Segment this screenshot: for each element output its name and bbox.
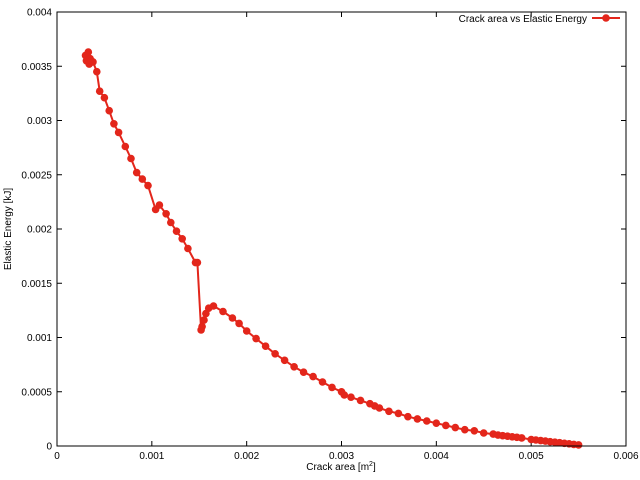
data-point	[461, 425, 469, 434]
data-point	[309, 372, 317, 381]
data-point	[178, 235, 186, 243]
x-axis-label-text: Crack area [m	[306, 462, 369, 473]
y-tick-label: 0.003	[27, 116, 52, 127]
series-layer	[81, 48, 583, 449]
data-point	[89, 58, 97, 66]
data-point	[121, 142, 130, 151]
data-point	[93, 67, 101, 76]
data-point	[375, 404, 384, 412]
data-point	[432, 419, 441, 428]
data-point	[198, 322, 206, 331]
x-tick-label: 0.006	[613, 451, 638, 462]
x-axis-label: Crack area [m2]	[306, 461, 376, 473]
y-tick-label: 0.001	[27, 333, 52, 344]
data-point	[261, 342, 270, 351]
legend-marker	[602, 14, 610, 22]
data-point	[155, 201, 164, 209]
axis-ticks: 0 0.001 0.002 0.003 0.004 0.005 0.006 0 0.0005 0.…	[21, 8, 639, 463]
y-tick-label: 0.004	[27, 8, 52, 19]
x-tick-label: 0.004	[424, 451, 449, 462]
y-tick-label: 0.002	[27, 225, 52, 236]
data-point	[479, 429, 488, 437]
data-point	[517, 434, 526, 442]
data-point	[105, 106, 113, 115]
y-axis-label: Elastic Energy [kJ]	[3, 188, 14, 270]
data-point	[252, 334, 260, 343]
data-point	[451, 423, 460, 432]
data-point	[228, 314, 237, 322]
data-point	[413, 415, 422, 423]
y-tick-label: 0.0025	[21, 170, 52, 181]
data-point	[209, 302, 218, 310]
data-point	[242, 327, 251, 335]
data-point	[167, 218, 175, 227]
data-point	[290, 363, 298, 371]
x-tick-label: 0.005	[519, 451, 544, 462]
data-point	[184, 244, 192, 253]
data-point	[340, 391, 349, 399]
data-point	[271, 350, 279, 358]
legend: Crack area vs Elastic Energy	[459, 14, 620, 25]
data-point	[138, 175, 147, 183]
x-tick-label: 0.001	[139, 451, 164, 462]
y-tick-label: 0	[46, 442, 52, 453]
data-point	[84, 48, 93, 56]
x-axis-label-suffix: ]	[373, 462, 376, 473]
plot-frame	[56, 11, 627, 447]
data-point	[404, 412, 412, 421]
data-point	[574, 441, 583, 449]
data-point	[114, 128, 123, 137]
data-point	[347, 393, 355, 402]
data-point	[132, 168, 141, 177]
data-point	[299, 368, 308, 377]
y-tick-label: 0.0035	[21, 62, 52, 73]
data-point	[318, 378, 327, 386]
y-tick-label: 0.0005	[21, 387, 52, 398]
x-tick-label: 0.003	[329, 451, 354, 462]
legend-label: Crack area vs Elastic Energy	[459, 14, 587, 25]
y-tick-label: 0.0015	[21, 279, 52, 290]
data-point	[356, 396, 365, 405]
data-point	[162, 210, 170, 218]
data-point	[442, 421, 450, 430]
data-point	[193, 258, 202, 267]
data-point	[172, 227, 181, 235]
data-point	[423, 417, 431, 425]
data-point	[280, 356, 289, 365]
data-point	[144, 181, 152, 190]
data-point	[394, 409, 403, 418]
x-tick-label: 0.002	[234, 451, 259, 462]
x-axis-label-superscript: 2	[369, 461, 373, 468]
data-point	[328, 383, 336, 392]
data-point	[95, 87, 104, 95]
x-tick-label: 0	[54, 451, 60, 462]
data-point	[385, 407, 393, 416]
data-point	[200, 316, 208, 324]
data-point	[219, 307, 227, 316]
data-point	[235, 319, 243, 328]
data-point	[100, 93, 109, 102]
data-point	[110, 120, 118, 128]
data-point	[127, 154, 135, 163]
data-point	[470, 427, 479, 435]
